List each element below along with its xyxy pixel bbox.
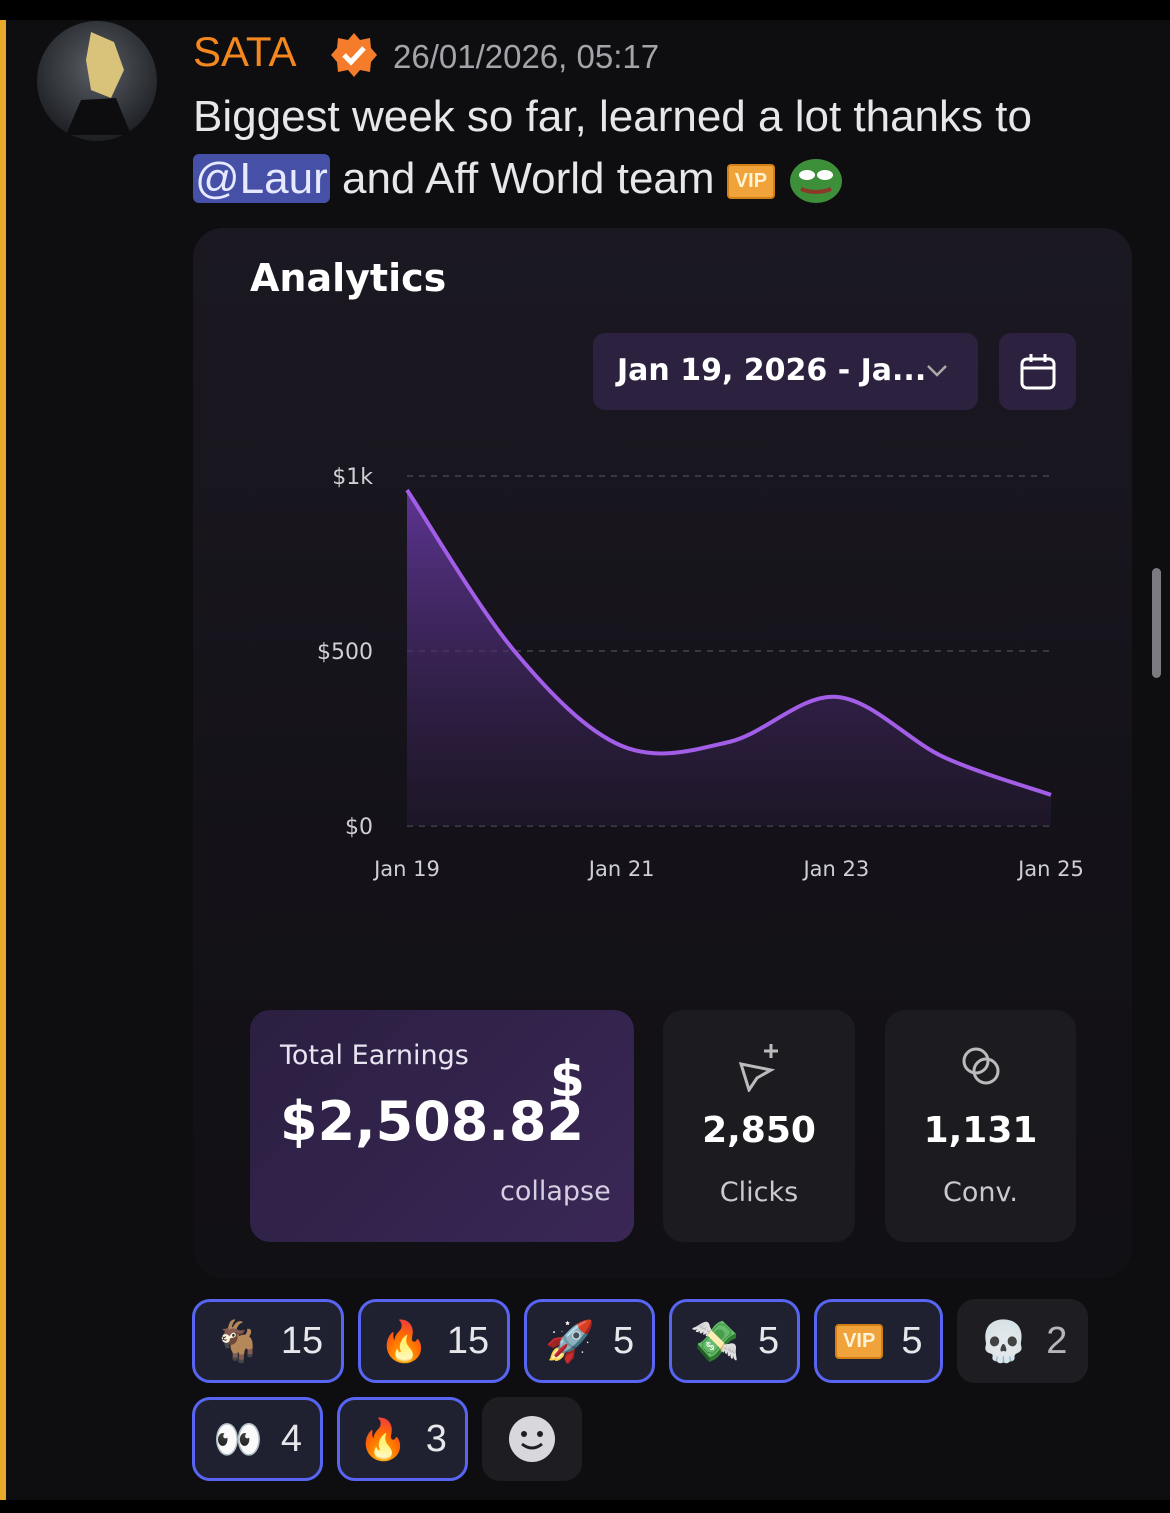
- calendar-icon: [1020, 354, 1056, 390]
- x-tick-label: Jan 19: [372, 857, 440, 881]
- reaction[interactable]: 👀 4: [192, 1397, 323, 1481]
- collapse-toggle[interactable]: collapse: [500, 1176, 611, 1207]
- x-tick-label: Jan 21: [587, 857, 655, 881]
- reaction[interactable]: 💸 5: [669, 1299, 801, 1383]
- reaction-emoji: 💸: [690, 1319, 740, 1364]
- conv-icon: [962, 1047, 1000, 1085]
- reaction[interactable]: 🔥 15: [358, 1299, 511, 1383]
- top-bar: [0, 0, 1170, 20]
- vip-emoji: VIP: [726, 163, 776, 199]
- reaction[interactable]: VIP 5: [814, 1299, 944, 1383]
- reaction-count: 15: [446, 1319, 490, 1362]
- mention[interactable]: @Laur: [193, 154, 330, 203]
- reaction-count: 3: [425, 1417, 447, 1460]
- timestamp: 26/01/2026, 05:17: [393, 38, 660, 75]
- message-text: Biggest week so far, learned a lot thank…: [193, 92, 1032, 141]
- card-title: Analytics: [250, 256, 447, 300]
- chart: $0 $500 $1k Jan 19 Jan 21 Jan 23 Jan 25: [317, 465, 1084, 881]
- add-reaction[interactable]: [481, 1397, 582, 1481]
- chevron: [927, 365, 947, 377]
- reaction-count: 2: [1046, 1319, 1068, 1362]
- avatar[interactable]: [36, 20, 158, 142]
- date-range-picker[interactable]: Jan 19, 2026 - Ja...: [593, 333, 978, 410]
- y-tick-label: $0: [345, 815, 373, 840]
- reaction-emoji: 🔥: [379, 1319, 429, 1364]
- reaction-emoji: VIP: [835, 1323, 884, 1359]
- reactions: 🐐 15 🔥 15 🚀 5 💸 5 VIP 5 💀 2 👀 4 🔥 3: [192, 1299, 1132, 1481]
- earnings-card[interactable]: Total Earnings $ $2,508.82 collapse: [250, 1010, 634, 1242]
- x-tick-label: Jan 25: [1016, 857, 1084, 881]
- reaction-emoji: 🐐: [213, 1319, 263, 1364]
- author-name[interactable]: SATA: [193, 28, 297, 75]
- reaction[interactable]: 🔥 3: [336, 1397, 468, 1481]
- reaction-count: 4: [280, 1417, 302, 1460]
- clicks-card: 2,850 Clicks: [663, 1010, 855, 1242]
- reaction-count: 5: [613, 1319, 635, 1362]
- message-line: @Laur and Aff World team VIP: [193, 154, 845, 207]
- x-tick-label: Jan 23: [801, 857, 869, 881]
- scrollbar[interactable]: [1152, 568, 1161, 678]
- y-tick-label: $500: [317, 640, 373, 665]
- stat-value: $2,508.82: [280, 1090, 585, 1153]
- reaction[interactable]: 🚀 5: [524, 1299, 656, 1383]
- highlight-bar: [0, 20, 6, 1500]
- click-icon: [738, 1044, 778, 1092]
- analytics-card: Analytics Jan 19, 2026 - Ja... $0 $500 $1k…: [193, 228, 1132, 1278]
- add-reaction-icon: [508, 1416, 555, 1462]
- y-tick-label: $1k: [332, 465, 373, 490]
- area-fill: [407, 490, 1051, 826]
- stat-value: 2,850: [702, 1110, 816, 1151]
- stat-label: Conv.: [943, 1177, 1018, 1208]
- stat-label: Clicks: [719, 1177, 799, 1208]
- pepe-emoji: [790, 159, 843, 204]
- bottom-bar: [0, 1500, 1170, 1513]
- stat-label: Total Earnings: [280, 1040, 469, 1071]
- reaction-count: 5: [757, 1319, 780, 1362]
- reaction-emoji: 🚀: [545, 1319, 595, 1364]
- message-text: and Aff World team: [341, 154, 715, 203]
- reaction-emoji: 👀: [213, 1417, 263, 1462]
- calendar-button[interactable]: [999, 333, 1076, 410]
- reaction[interactable]: 🐐 15: [192, 1299, 345, 1383]
- reaction[interactable]: 💀 2: [957, 1299, 1089, 1383]
- currency-icon: $: [550, 1050, 585, 1108]
- reaction-emoji: 🔥: [357, 1417, 408, 1462]
- line: [405, 488, 1052, 797]
- reaction-count: 5: [901, 1319, 923, 1362]
- stat-value: 1,131: [923, 1110, 1038, 1151]
- date-range: Jan 19, 2026 - Ja...: [617, 353, 927, 388]
- reaction-count: 15: [280, 1319, 324, 1362]
- conv-card: 1,131 Conv.: [885, 1010, 1076, 1242]
- verified-badge: [331, 33, 377, 77]
- reaction-emoji: 💀: [978, 1319, 1029, 1364]
